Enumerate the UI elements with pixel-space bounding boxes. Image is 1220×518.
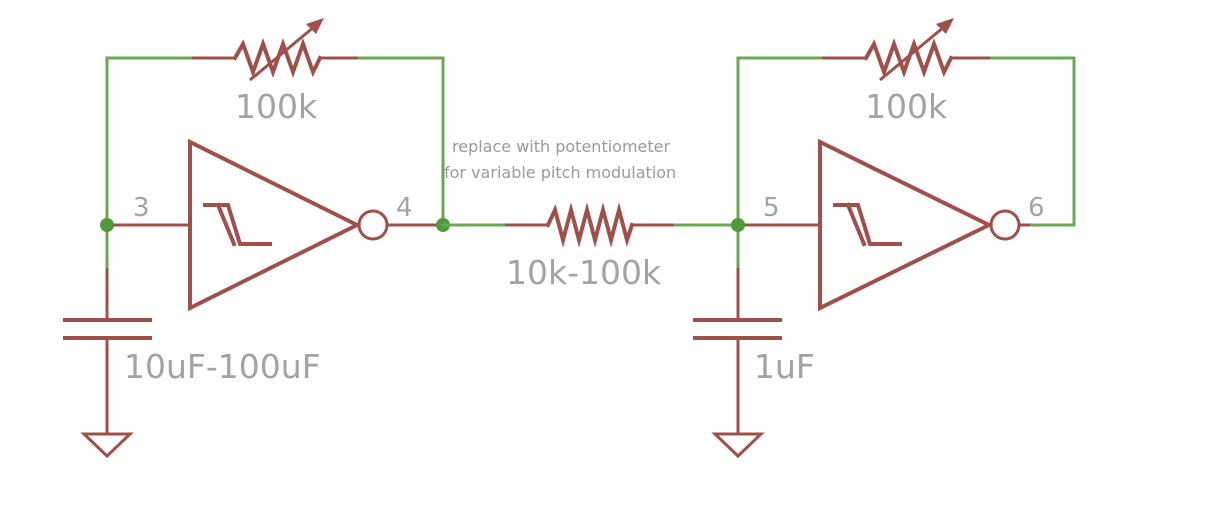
feedback-wire-1-right [356,56,445,227]
capacitor-2-label: 1uF [754,347,815,386]
ground-symbol-1 [80,432,134,459]
feedback-wire-2-right [988,56,1076,227]
schmitt-inverter-2 [818,138,1021,312]
interstage: 10k-100k replace with potentiometer for … [441,137,740,292]
series-resistor [505,202,675,248]
pin-label-3: 3 [133,193,150,223]
capacitor-1 [63,268,152,434]
pin-label-6: 6 [1028,193,1045,223]
capacitor-2 [693,268,782,434]
feedback-wire-1 [105,56,194,227]
stage-2: 100k 5 6 1uF [693,18,1076,459]
feedback-resistor-1-label: 100k [235,87,318,126]
junction-node-3 [100,218,114,232]
variable-resistor-1 [192,18,358,82]
feedback-resistor-2-label: 100k [865,87,948,126]
ground-symbol-2 [711,432,765,459]
feedback-wire-2 [736,56,824,227]
series-resistor-label: 10k-100k [506,253,662,292]
pin-label-4: 4 [396,193,413,223]
variable-resistor-2 [822,18,990,82]
note-line-2: for variable pitch modulation [444,163,676,182]
pin-label-5: 5 [763,193,780,223]
capacitor-1-label: 10uF-100uF [124,347,321,386]
stage-1: 100k 3 4 10uF-100uF [63,18,450,459]
junction-node-5 [731,218,745,232]
note-line-1: replace with potentiometer [452,137,670,156]
schmitt-inverter-1 [188,138,389,312]
